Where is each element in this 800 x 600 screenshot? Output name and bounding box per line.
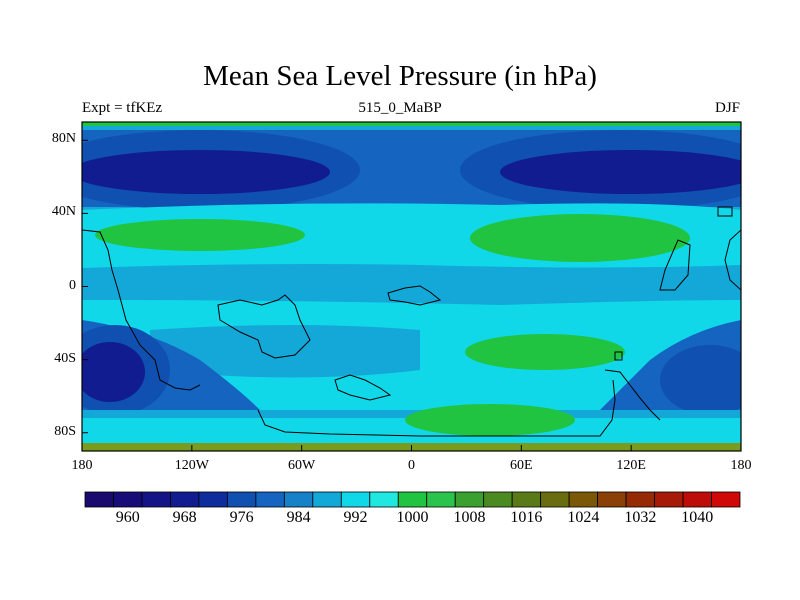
season-label: DJF xyxy=(714,100,740,116)
colorbar-swatch xyxy=(226,491,257,508)
lon-tick-label: 60E xyxy=(510,458,533,473)
lon-tick-label: 120W xyxy=(174,458,209,473)
axis-ticks xyxy=(81,139,742,451)
colorbar-swatch xyxy=(625,491,655,508)
colorbar-swatch xyxy=(654,491,684,508)
lon-tick-label: 120E xyxy=(616,458,646,473)
lon-tick-label: 0 xyxy=(408,458,415,473)
colorbar-label: 1016 xyxy=(510,509,543,526)
colorbar-label: 1008 xyxy=(453,509,486,526)
colorbar-swatch xyxy=(483,491,513,508)
lat-tick-label: 80S xyxy=(54,423,76,439)
coastline-paths xyxy=(82,206,741,437)
colorbar-label: 968 xyxy=(172,509,197,526)
colorbar-swatch xyxy=(312,491,342,508)
colorbar-swatch xyxy=(198,491,228,508)
colorbar-swatch xyxy=(84,491,114,508)
experiment-label: Expt = tfKEz xyxy=(82,100,163,116)
map-title: Mean Sea Level Pressure (in hPa) xyxy=(203,60,597,92)
colorbar-swatch xyxy=(454,491,485,508)
colorbar-label: 992 xyxy=(343,509,368,526)
colorbar-label: 984 xyxy=(286,509,311,526)
colorbar-swatch xyxy=(397,491,428,508)
colorbar-label: 960 xyxy=(115,509,140,526)
lon-tick-label: 180 xyxy=(730,458,752,473)
lat-tick-label: 0 xyxy=(69,277,76,293)
colorbar-label: 1000 xyxy=(396,509,429,526)
lat-tick-label: 40N xyxy=(51,204,76,220)
colorbar-swatch xyxy=(113,491,143,508)
colorbar-label: 976 xyxy=(229,509,254,526)
colorbar-swatch xyxy=(426,491,456,508)
colorbar-swatch xyxy=(597,491,627,508)
colorbar-swatch xyxy=(568,491,599,508)
lon-tick-label: 60W xyxy=(288,458,316,473)
colorbar-swatch xyxy=(170,491,200,508)
lat-tick-label: 80N xyxy=(51,131,76,147)
colorbar-swatch xyxy=(540,491,570,508)
colorbar-swatch xyxy=(283,491,314,508)
colorbar xyxy=(84,491,741,508)
colorbar-swatch xyxy=(711,491,741,508)
lon-tick-label: 180 xyxy=(71,458,93,473)
map-contour-field xyxy=(82,122,741,451)
colorbar-swatch xyxy=(511,491,542,508)
colorbar-swatch xyxy=(255,491,285,508)
colorbar-swatch xyxy=(141,491,171,508)
lat-tick-label: 40S xyxy=(54,350,76,366)
colorbar-label: 1024 xyxy=(567,509,600,526)
colorbar-swatch xyxy=(369,491,399,508)
colorbar-label: 1040 xyxy=(681,509,714,526)
period-label: 515_0_MaBP xyxy=(358,100,442,116)
colorbar-label: 1032 xyxy=(624,509,657,526)
colorbar-swatch xyxy=(682,491,712,508)
colorbar-swatch xyxy=(340,491,371,508)
